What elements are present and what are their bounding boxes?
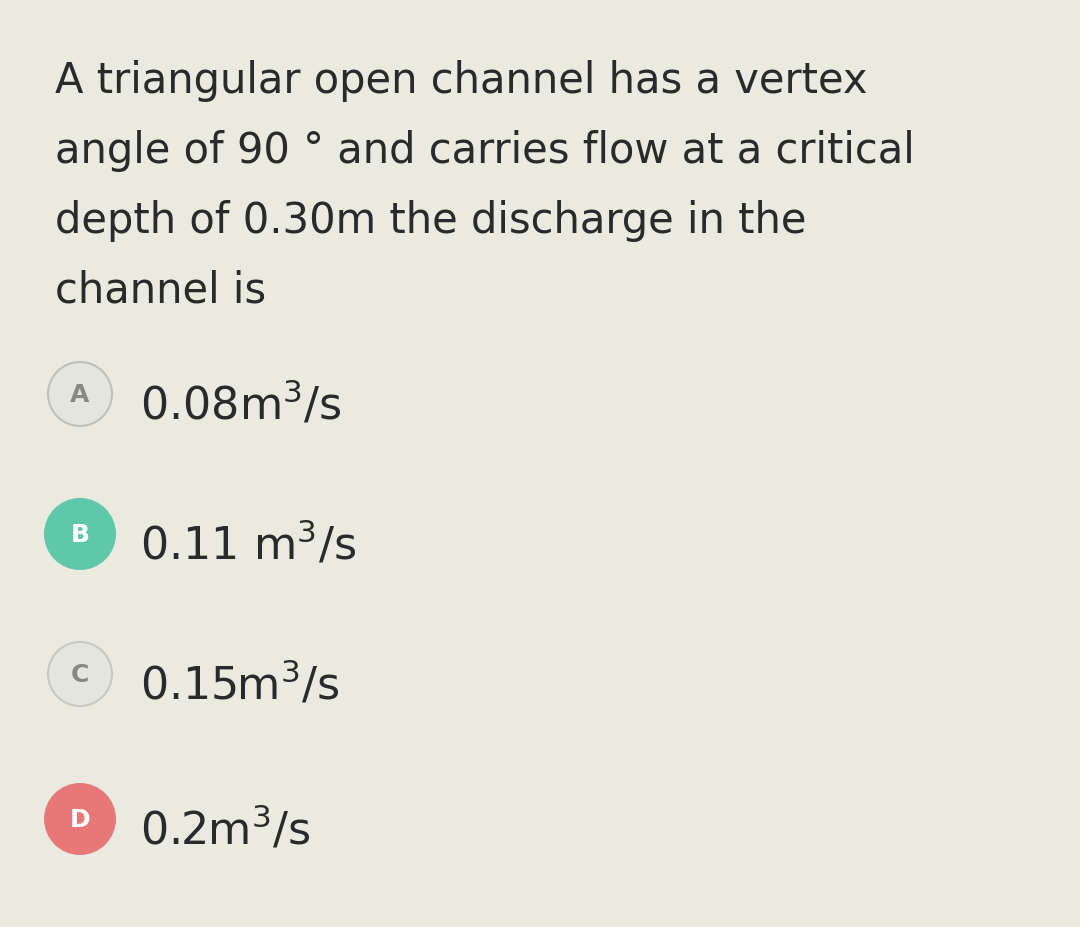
Text: 0.2m$^{3}$/s: 0.2m$^{3}$/s: [140, 806, 310, 853]
Text: A triangular open channel has a vertex: A triangular open channel has a vertex: [55, 60, 867, 102]
Text: B: B: [70, 523, 90, 546]
Text: channel is: channel is: [55, 270, 266, 311]
Text: 0.08m$^{3}$/s: 0.08m$^{3}$/s: [140, 381, 342, 428]
Text: depth of 0.30m the discharge in the: depth of 0.30m the discharge in the: [55, 200, 807, 242]
Text: angle of 90 ° and carries flow at a critical: angle of 90 ° and carries flow at a crit…: [55, 130, 915, 171]
Text: A: A: [70, 383, 90, 407]
Text: 0.11 m$^{3}$/s: 0.11 m$^{3}$/s: [140, 521, 356, 568]
Text: C: C: [71, 662, 90, 686]
Circle shape: [48, 642, 112, 706]
Text: 0.15m$^{3}$/s: 0.15m$^{3}$/s: [140, 660, 339, 708]
Circle shape: [44, 783, 116, 855]
Circle shape: [48, 362, 112, 426]
Text: D: D: [70, 807, 91, 832]
Circle shape: [44, 499, 116, 570]
